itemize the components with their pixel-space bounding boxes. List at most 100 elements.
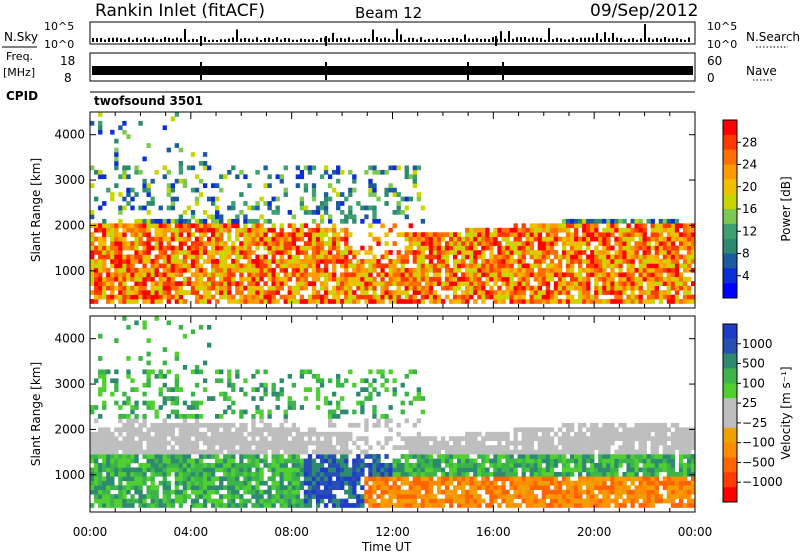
heatmap-cell bbox=[509, 503, 513, 508]
heatmap-cell bbox=[340, 383, 344, 388]
heatmap-cell bbox=[151, 295, 155, 300]
heatmap-cell bbox=[90, 259, 94, 264]
heatmap-cell bbox=[413, 450, 417, 455]
heatmap-cell bbox=[332, 481, 336, 486]
heatmap-cell bbox=[223, 494, 227, 499]
heatmap-cell bbox=[122, 450, 126, 455]
heatmap-cell bbox=[227, 476, 231, 481]
heatmap-cell bbox=[586, 232, 590, 237]
heatmap-cell bbox=[380, 263, 384, 268]
heatmap-cell bbox=[207, 259, 211, 264]
heatmap-cell bbox=[364, 476, 368, 481]
heatmap-cell bbox=[90, 405, 94, 410]
heatmap-cell bbox=[643, 259, 647, 264]
heatmap-cell bbox=[344, 378, 348, 383]
heatmap-cell bbox=[340, 463, 344, 468]
heatmap-cell bbox=[235, 374, 239, 379]
heatmap-cell bbox=[195, 432, 199, 437]
heatmap-cell bbox=[146, 494, 150, 499]
heatmap-cell bbox=[159, 436, 163, 441]
heatmap-cell bbox=[171, 250, 175, 255]
heatmap-cell bbox=[356, 277, 360, 282]
heatmap-cell bbox=[461, 476, 465, 481]
heatmap-cell bbox=[574, 454, 578, 459]
heatmap-cell bbox=[530, 295, 534, 300]
heatmap-cell bbox=[570, 427, 574, 432]
heatmap-cell bbox=[223, 281, 227, 286]
heatmap-cell bbox=[251, 250, 255, 255]
heatmap-cell bbox=[336, 383, 340, 388]
heatmap-cell bbox=[356, 259, 360, 264]
heatmap-cell bbox=[582, 228, 586, 233]
heatmap-cell bbox=[655, 259, 659, 264]
heatmap-cell bbox=[183, 290, 187, 295]
heatmap-cell bbox=[481, 232, 485, 237]
heatmap-cell bbox=[159, 499, 163, 504]
heatmap-cell bbox=[267, 414, 271, 419]
heatmap-cell bbox=[437, 246, 441, 251]
heatmap-cell bbox=[272, 436, 276, 441]
heatmap-cell bbox=[167, 441, 171, 446]
heatmap-cell bbox=[102, 232, 106, 237]
heatmap-cell bbox=[453, 286, 457, 291]
heatmap-cell bbox=[130, 277, 134, 282]
heatmap-cell bbox=[203, 161, 207, 166]
heatmap-cell bbox=[130, 459, 134, 464]
heatmap-cell bbox=[272, 223, 276, 228]
heatmap-cell bbox=[102, 295, 106, 300]
heatmap-cell bbox=[372, 192, 376, 197]
heatmap-cell bbox=[142, 183, 146, 188]
heatmap-cell bbox=[429, 481, 433, 486]
heatmap-cell bbox=[445, 286, 449, 291]
heatmap-cell bbox=[284, 272, 288, 277]
heatmap-cell bbox=[267, 499, 271, 504]
heatmap-cell bbox=[142, 272, 146, 277]
heatmap-cell bbox=[401, 263, 405, 268]
heatmap-cell bbox=[223, 485, 227, 490]
heatmap-cell bbox=[324, 281, 328, 286]
heatmap-cell bbox=[300, 463, 304, 468]
heatmap-cell bbox=[570, 250, 574, 255]
heatmap-cell bbox=[622, 246, 626, 251]
heatmap-cell bbox=[280, 263, 284, 268]
heatmap-cell bbox=[203, 290, 207, 295]
heatmap-cell bbox=[546, 476, 550, 481]
heatmap-cell bbox=[163, 503, 167, 508]
heatmap-cell bbox=[405, 392, 409, 397]
heatmap-cell bbox=[522, 445, 526, 450]
heatmap-cell bbox=[276, 277, 280, 282]
heatmap-cell bbox=[437, 450, 441, 455]
heatmap-cell bbox=[384, 295, 388, 300]
heatmap-cell bbox=[586, 485, 590, 490]
heatmap-cell bbox=[413, 281, 417, 286]
heatmap-cell bbox=[215, 490, 219, 495]
heatmap-cell bbox=[155, 170, 159, 175]
nsky-bar bbox=[268, 38, 270, 42]
heatmap-cell bbox=[360, 246, 364, 251]
heatmap-cell bbox=[195, 485, 199, 490]
heatmap-cell bbox=[647, 295, 651, 300]
heatmap-cell bbox=[288, 405, 292, 410]
heatmap-cell bbox=[514, 259, 518, 264]
heatmap-cell bbox=[138, 450, 142, 455]
heatmap-cell bbox=[655, 268, 659, 273]
heatmap-cell bbox=[340, 237, 344, 242]
heatmap-cell bbox=[304, 246, 308, 251]
heatmap-cell bbox=[441, 476, 445, 481]
heatmap-cell bbox=[421, 467, 425, 472]
heatmap-cell bbox=[368, 445, 372, 450]
heatmap-cell bbox=[489, 268, 493, 273]
heatmap-cell bbox=[308, 272, 312, 277]
heatmap-cell bbox=[316, 228, 320, 233]
heatmap-cell bbox=[122, 246, 126, 251]
heatmap-cell bbox=[280, 494, 284, 499]
nave-label: Nave bbox=[746, 64, 777, 78]
heatmap-cell bbox=[106, 499, 110, 504]
heatmap-cell bbox=[352, 490, 356, 495]
heatmap-cell bbox=[413, 232, 417, 237]
heatmap-cell bbox=[195, 467, 199, 472]
heatmap-cell bbox=[526, 459, 530, 464]
heatmap-cell bbox=[207, 325, 211, 330]
heatmap-cell bbox=[183, 499, 187, 504]
heatmap-cell bbox=[167, 237, 171, 242]
